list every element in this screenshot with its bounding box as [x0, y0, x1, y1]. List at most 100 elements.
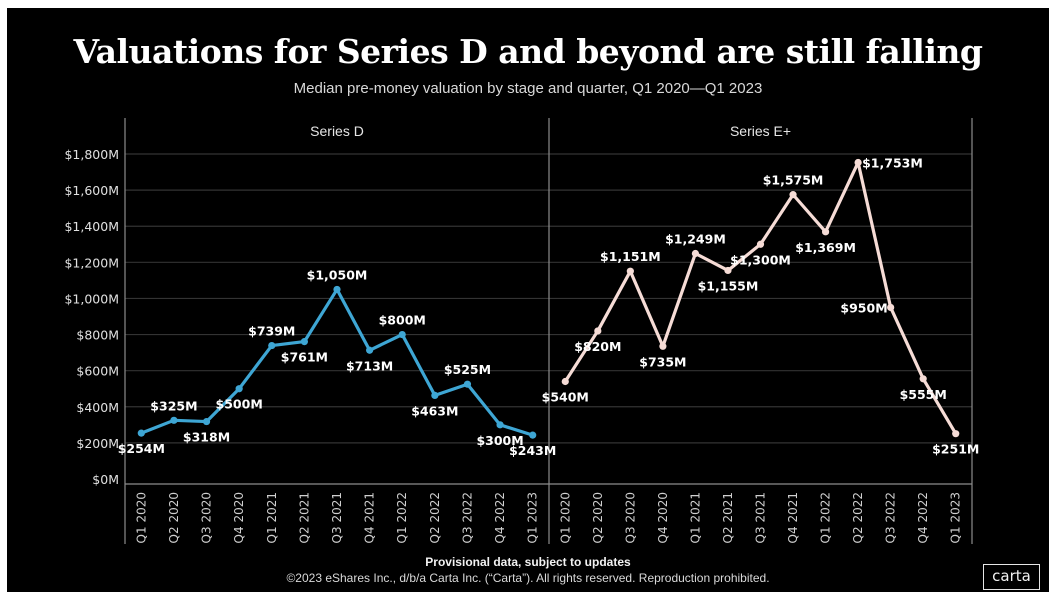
data-point: [235, 385, 243, 393]
x-tick-label: Q1 2022: [819, 492, 833, 543]
chart-subtitle: Median pre-money valuation by stage and …: [293, 80, 763, 97]
data-label: $1,369M: [795, 240, 856, 255]
x-tick-label: Q3 2021: [330, 492, 344, 543]
x-tick-label: Q4 2020: [232, 492, 246, 543]
data-label: $820M: [574, 339, 621, 354]
data-point: [333, 285, 341, 294]
x-tick-label: Q3 2020: [200, 492, 214, 543]
x-tick-label: Q2 2020: [167, 492, 181, 543]
data-point: [691, 249, 700, 258]
x-tick-label: Q1 2023: [949, 492, 963, 543]
data-label: $300M: [476, 433, 523, 448]
x-tick-label: Q4 2022: [916, 492, 930, 543]
data-label: $735M: [639, 354, 686, 369]
x-tick-label: Q1 2021: [265, 492, 279, 543]
data-point: [626, 267, 634, 275]
carta-logo: carta: [983, 564, 1040, 590]
x-tick-label: Q3 2020: [623, 492, 637, 543]
data-point: [202, 417, 211, 426]
y-tick-label: $600M: [76, 364, 119, 379]
x-tick-label: Q2 2022: [851, 492, 865, 543]
x-tick-label: Q2 2021: [297, 492, 311, 543]
label-layer: $254M $325M $318M $500M $739M $761M $1,050M $71…: [118, 155, 980, 458]
data-label: $1,249M: [665, 231, 726, 246]
x-tick-label: Q1 2022: [395, 492, 409, 543]
data-point: [821, 228, 830, 236]
data-point: [854, 158, 862, 167]
data-point: [300, 337, 308, 346]
x-tick-label: Q1 2020: [134, 492, 148, 543]
provisional-note: Provisional data, subject to updates: [425, 555, 631, 569]
data-point: [170, 416, 178, 424]
data-label: $1,753M: [862, 155, 923, 170]
data-point: [137, 429, 145, 437]
data-label: $1,151M: [600, 249, 661, 264]
x-tick-label: Q3 2021: [754, 492, 768, 543]
y-tick-label: $1,400M: [64, 219, 119, 234]
y-tick-label: $800M: [76, 328, 119, 343]
data-point: [887, 303, 895, 312]
copyright-text: ©2023 eShares Inc., d/b/a Carta Inc. (“C…: [286, 571, 770, 585]
data-point: [952, 430, 960, 438]
line-chart: $0M $200M $400M $600M $800M $1,000M $1,200M $1,…: [64, 118, 980, 544]
data-point: [529, 431, 537, 439]
y-tick-label: $1,200M: [64, 255, 119, 270]
data-label: $1,300M: [730, 252, 791, 267]
data-label: $243M: [509, 443, 556, 458]
y-tick-label: $400M: [76, 400, 119, 415]
data-point: [561, 377, 569, 386]
data-label: $251M: [932, 442, 979, 457]
x-tick-label: Q3 2022: [884, 492, 898, 543]
data-point: [463, 380, 472, 388]
x-tick-label: Q4 2022: [493, 492, 507, 543]
y-tick-label: $1,800M: [64, 147, 119, 162]
data-label: $525M: [444, 362, 491, 377]
data-label: $254M: [118, 441, 165, 456]
panel-header: Series D: [310, 123, 364, 139]
data-point: [789, 191, 797, 199]
data-label: $1,050M: [307, 267, 368, 282]
y-tick-label: $200M: [76, 436, 119, 451]
data-label: $1,575M: [763, 173, 824, 188]
x-tick-label: Q2 2022: [428, 492, 442, 543]
data-point: [496, 421, 504, 429]
x-tick-label: Q1 2020: [558, 492, 572, 543]
data-label: $1,155M: [698, 278, 759, 293]
y-tick-label: $1,600M: [64, 183, 119, 198]
series-layer: [137, 158, 960, 439]
data-point: [366, 346, 374, 354]
x-tick-label: Q4 2021: [786, 492, 800, 543]
y-tick-label: $0M: [92, 472, 119, 487]
data-point: [398, 330, 406, 339]
x-tick-label: Q1 2021: [688, 492, 702, 543]
x-tick-label: Q2 2021: [721, 492, 735, 543]
data-label: $761M: [281, 350, 328, 365]
data-point: [756, 240, 765, 248]
x-tick-label: Q4 2021: [363, 492, 377, 543]
data-point: [268, 341, 276, 350]
panel-header: Series E+: [730, 123, 791, 139]
data-label: $739M: [248, 324, 295, 339]
data-point: [594, 327, 602, 335]
data-label: $800M: [379, 313, 426, 328]
data-point: [919, 375, 927, 383]
data-label: $318M: [183, 430, 230, 445]
data-point: [724, 266, 732, 275]
x-tick-label: Q1 2023: [526, 492, 540, 543]
data-label: $500M: [216, 397, 263, 412]
axis-layer: $0M $200M $400M $600M $800M $1,000M $1,200M $1,…: [64, 118, 973, 544]
data-point: [431, 391, 439, 400]
data-label: $540M: [542, 390, 589, 405]
x-tick-label: Q2 2020: [591, 492, 605, 543]
data-label: $713M: [346, 358, 393, 373]
chart-title: Valuations for Series D and beyond are s…: [73, 32, 983, 71]
data-label: $325M: [150, 398, 197, 413]
x-tick-label: Q4 2020: [656, 492, 670, 543]
data-point: [659, 342, 667, 350]
data-label: $555M: [900, 387, 947, 402]
data-label: $950M: [840, 300, 887, 315]
x-tick-label: Q3 2022: [460, 492, 474, 543]
chart-canvas: Valuations for Series D and beyond are s…: [7, 8, 1049, 592]
y-tick-label: $1,000M: [64, 291, 119, 306]
data-label: $463M: [411, 403, 458, 418]
